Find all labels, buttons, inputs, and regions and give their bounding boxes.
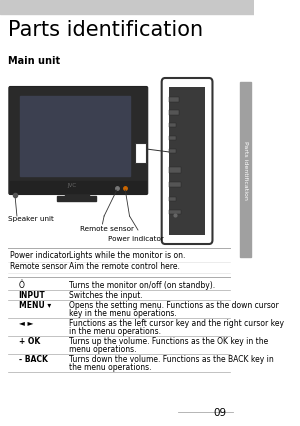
Text: + OK: + OK <box>19 337 40 346</box>
FancyBboxPatch shape <box>162 78 212 244</box>
Text: Remote sensor: Remote sensor <box>80 226 134 232</box>
Bar <box>10 181 146 193</box>
Bar <box>169 110 179 115</box>
Text: - BACK: - BACK <box>19 355 47 364</box>
Text: Turns the monitor on/off (on standby).: Turns the monitor on/off (on standby). <box>69 281 215 290</box>
Bar <box>57 196 96 201</box>
Text: menu operations.: menu operations. <box>69 345 137 354</box>
Text: key in the menu operations.: key in the menu operations. <box>69 308 177 317</box>
Text: 09: 09 <box>214 408 227 418</box>
Bar <box>240 82 251 257</box>
Text: Functions as the left cursor key and the right cursor key: Functions as the left cursor key and the… <box>69 319 284 328</box>
Bar <box>169 149 176 153</box>
Text: JVC: JVC <box>68 184 76 188</box>
Text: MENU ▾: MENU ▾ <box>19 301 51 310</box>
Text: Power indicator: Power indicator <box>10 251 70 260</box>
Text: Aim the remote control here.: Aim the remote control here. <box>69 262 180 271</box>
Text: Lights while the monitor is on.: Lights while the monitor is on. <box>69 251 186 260</box>
Bar <box>169 87 205 235</box>
Text: Speaker unit: Speaker unit <box>8 216 54 222</box>
Text: Ô: Ô <box>19 281 25 290</box>
Bar <box>169 167 181 173</box>
Bar <box>169 97 179 102</box>
Text: Main unit: Main unit <box>8 56 61 66</box>
Text: ◄ ►: ◄ ► <box>19 319 33 328</box>
Bar <box>0 0 254 14</box>
Text: Power indicator: Power indicator <box>108 236 164 242</box>
Bar <box>169 123 176 127</box>
Text: Parts identification: Parts identification <box>243 141 248 199</box>
Bar <box>169 136 176 140</box>
Text: Turns down the volume. Functions as the BACK key in: Turns down the volume. Functions as the … <box>69 355 274 364</box>
Text: Opens the setting menu. Functions as the down cursor: Opens the setting menu. Functions as the… <box>69 301 279 310</box>
Text: Turns up the volume. Functions as the OK key in the: Turns up the volume. Functions as the OK… <box>69 337 269 346</box>
Text: the menu operations.: the menu operations. <box>69 363 152 371</box>
Text: Switches the input.: Switches the input. <box>69 291 143 300</box>
Text: Parts identification: Parts identification <box>8 20 204 40</box>
Bar <box>169 197 176 201</box>
Text: Remote sensor: Remote sensor <box>10 262 67 271</box>
Bar <box>169 210 181 214</box>
Bar <box>135 143 146 163</box>
FancyBboxPatch shape <box>9 86 148 195</box>
Bar <box>20 96 130 176</box>
Bar <box>169 182 181 187</box>
Text: in the menu operations.: in the menu operations. <box>69 326 161 336</box>
Bar <box>65 191 89 196</box>
Text: INPUT: INPUT <box>19 291 45 300</box>
